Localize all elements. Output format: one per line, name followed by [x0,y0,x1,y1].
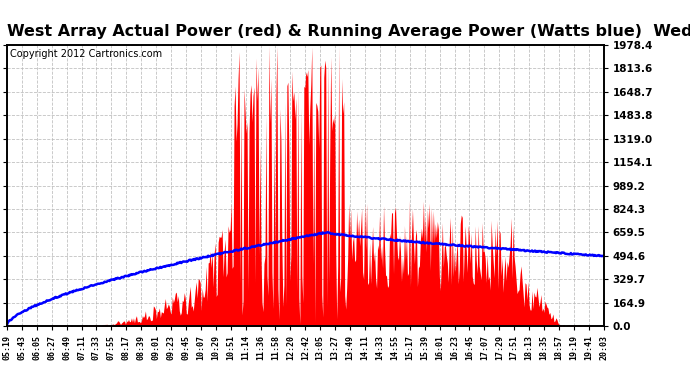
Text: West Array Actual Power (red) & Running Average Power (Watts blue)  Wed May 30 2: West Array Actual Power (red) & Running … [7,24,690,39]
Text: Copyright 2012 Cartronics.com: Copyright 2012 Cartronics.com [10,49,162,59]
